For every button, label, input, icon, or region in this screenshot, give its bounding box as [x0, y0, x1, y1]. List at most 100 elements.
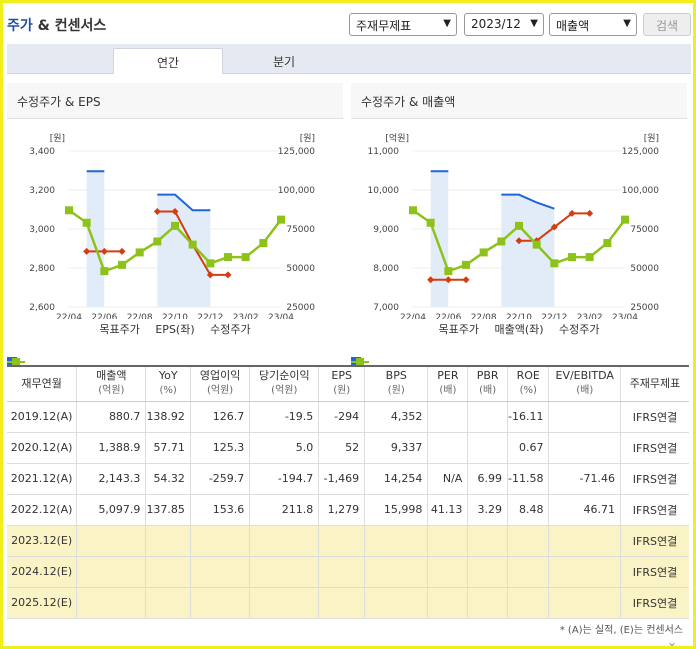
table-cell: 2020.12(A) — [7, 432, 77, 464]
left-series-point — [444, 276, 452, 284]
chart-panel-eps: 수정주가 & EPS [원] [원] 3,400 3,200 3,000 2,800 2,6… — [7, 83, 343, 367]
chart-title-eps: 수정주가 & EPS — [7, 83, 343, 119]
table-cell — [364, 525, 428, 557]
price-point — [462, 260, 470, 269]
legend-target-label: 목표주가 — [438, 323, 479, 336]
table-cell — [145, 525, 191, 557]
price-point — [100, 267, 109, 276]
chevron-down-icon[interactable]: ⌄ — [667, 635, 678, 649]
table-cell: 57.71 — [145, 432, 191, 464]
legend-price: 수정주가 — [351, 321, 602, 366]
left-axis-tick-label: 10,000 — [368, 186, 400, 196]
table-cell: 15,998 — [364, 494, 428, 526]
price-point — [532, 240, 541, 249]
x-axis-tick-label: 22/06 — [435, 313, 461, 319]
chevron-down-icon: ▼ — [623, 18, 631, 29]
column-header-label: 매출액 — [96, 369, 127, 383]
table-cell: 153.6 — [189, 494, 250, 526]
price-point — [603, 239, 612, 248]
table-cell — [318, 556, 365, 588]
right-axis-tick-label: 100,000 — [622, 186, 659, 196]
x-axis-tick-label: 23/02 — [233, 313, 259, 319]
period-select[interactable]: 2023/12 ▼ — [464, 13, 544, 36]
column-header-label: PER — [437, 369, 459, 383]
table-row: 2025.12(E) IFRS연결 — [7, 587, 689, 619]
table-cell: IFRS연결 — [620, 556, 689, 588]
chevron-down-icon: ▼ — [443, 18, 451, 29]
price-point — [550, 259, 559, 268]
item-select[interactable]: 매출액 ▼ — [549, 13, 637, 36]
chart-sales: [억원] [원] 11,000 10,000 9,000 8,000 7,000 125,00… — [368, 132, 660, 319]
table-cell: 5.0 — [249, 432, 319, 464]
table-row: 2020.12(A) 1,388.9 57.71 125.3 5.0 52 9,337 0.6… — [7, 432, 689, 464]
left-series-point — [586, 209, 594, 217]
table-cell: -71.46 — [548, 463, 621, 495]
x-axis-tick-label: 22/08 — [471, 313, 497, 319]
table-cell: 41.13 — [427, 494, 468, 526]
table-cell: -259.7 — [189, 463, 250, 495]
table-cell — [76, 587, 146, 619]
right-axis-tick-label: 125,000 — [622, 147, 659, 157]
tab-annual[interactable]: 연간 — [113, 48, 223, 74]
column-header: YoY (%) — [145, 365, 191, 402]
column-header-label: 재무연월 — [21, 376, 62, 390]
x-axis-tick-label: 22/08 — [127, 313, 153, 319]
table-cell: 126.7 — [189, 401, 250, 433]
left-axis-tick-label: 3,400 — [29, 147, 55, 157]
chevron-down-icon: ▼ — [530, 18, 538, 29]
statement-type-select[interactable]: 주재무제표 ▼ — [349, 13, 457, 36]
price-point — [241, 253, 250, 262]
table-cell — [548, 556, 621, 588]
table-cell — [318, 525, 365, 557]
column-header: EPS (원) — [318, 365, 365, 402]
table-cell — [249, 556, 319, 588]
table-cell — [364, 556, 428, 588]
table-cell — [145, 587, 191, 619]
table-cell — [506, 556, 549, 588]
table-row: 2019.12(A) 880.7 138.92 126.7 -19.5 -294 4,352… — [7, 401, 689, 433]
table-cell: -11.58 — [506, 463, 549, 495]
legend-price: 수정주가 — [7, 321, 253, 366]
table-cell: 6.99 — [467, 463, 508, 495]
column-header-label: 영업이익 — [199, 369, 241, 383]
price-point — [206, 259, 215, 268]
table-cell — [548, 401, 621, 433]
table-cell — [548, 432, 621, 464]
price-point — [585, 253, 594, 262]
left-axis-tick-label: 3,200 — [29, 186, 55, 196]
price-point — [82, 218, 91, 227]
item-value: 매출액 — [556, 19, 590, 33]
column-header-unit: (억원) — [207, 385, 234, 397]
footnote: * (A)는 실적, (E)는 컨센서스 — [559, 625, 683, 636]
price-point — [135, 248, 144, 257]
column-header-unit: (%) — [159, 385, 177, 397]
x-axis-tick-label: 22/10 — [162, 313, 188, 319]
right-axis-tick-label: 75000 — [630, 225, 659, 235]
column-header-label: 당기순이익 — [258, 369, 310, 383]
column-header-label: ROE — [516, 369, 540, 383]
table-cell: IFRS연결 — [620, 463, 689, 495]
legend-eps-label: EPS(좌) — [155, 323, 195, 336]
price-point — [188, 240, 197, 249]
chart-legend-eps: 목표주가 EPS(좌) 수정주가 — [7, 321, 343, 367]
price-point — [515, 221, 523, 230]
table-cell — [427, 556, 468, 588]
table-cell — [467, 432, 508, 464]
target-price-band — [501, 194, 555, 307]
price-point — [409, 206, 417, 215]
x-axis-tick-label: 23/02 — [577, 313, 603, 319]
table-cell: IFRS연결 — [620, 432, 689, 464]
tab-quarterly[interactable]: 분기 — [272, 55, 296, 69]
table-cell: 2019.12(A) — [7, 401, 77, 433]
x-axis-tick-label: 22/12 — [541, 313, 567, 319]
column-header-unit: (배) — [479, 385, 497, 397]
table-cell — [506, 587, 549, 619]
target-price-line — [501, 193, 555, 210]
price-point — [118, 260, 126, 269]
column-header-label: EV/EBITDA — [555, 369, 614, 383]
table-cell: 4,352 — [364, 401, 428, 433]
table-cell — [467, 525, 508, 557]
search-button[interactable]: 검색 — [643, 13, 691, 36]
table-body: 2019.12(A) 880.7 138.92 126.7 -19.5 -294 4,352… — [7, 401, 689, 619]
tab-bar: 연간 분기 — [7, 44, 691, 74]
